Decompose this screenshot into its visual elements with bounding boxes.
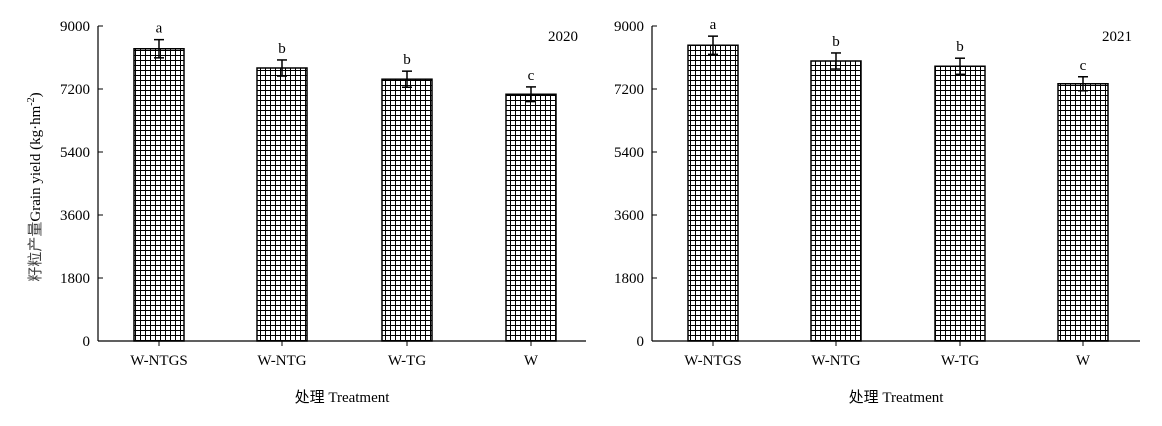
y-tick-label: 9000 bbox=[60, 19, 90, 35]
x-tick-label: W bbox=[1076, 353, 1091, 369]
y-tick-label: 3600 bbox=[60, 208, 90, 224]
y-tick-label: 0 bbox=[83, 334, 91, 350]
y-axis-label-sup: -2 bbox=[26, 97, 37, 105]
significance-label: a bbox=[710, 17, 717, 33]
y-axis-label-cn: 籽粒产量 bbox=[27, 222, 44, 282]
significance-label: b bbox=[403, 52, 411, 68]
y-axis-label-en: Grain yield (kg·hm bbox=[28, 105, 44, 221]
y-tick-label: 1800 bbox=[614, 271, 644, 287]
bar bbox=[381, 78, 433, 342]
chart-panel-2021: 0 1800 3600 5400 7200 9000 a W-NTGS b W-NTG b W-TG c… bbox=[614, 17, 1140, 406]
significance-label: c bbox=[528, 68, 535, 84]
y-tick-label: 9000 bbox=[614, 19, 644, 35]
bar bbox=[687, 44, 739, 342]
x-tick-label: W-TG bbox=[941, 353, 979, 369]
y-tick-label: 5400 bbox=[614, 145, 644, 161]
bar bbox=[505, 93, 557, 342]
y-tick-label: 7200 bbox=[614, 82, 644, 98]
y-tick-label: 1800 bbox=[60, 271, 90, 287]
panel-year-label: 2020 bbox=[548, 29, 578, 45]
panel-year-label: 2021 bbox=[1102, 29, 1132, 45]
y-tick-label: 0 bbox=[637, 334, 645, 350]
bar bbox=[256, 67, 308, 342]
x-tick-label: W-NTGS bbox=[684, 353, 742, 369]
bar bbox=[1057, 83, 1109, 342]
x-tick-label: W-NTG bbox=[257, 353, 306, 369]
y-tick-label: 7200 bbox=[60, 82, 90, 98]
y-tick-label: 3600 bbox=[614, 208, 644, 224]
y-axis-label: 籽粒产量Grain yield (kg·hm-2) bbox=[26, 92, 44, 281]
bar bbox=[133, 48, 185, 342]
x-axis-label: 处理 Treatment bbox=[849, 389, 945, 406]
y-axis-label-end: ) bbox=[28, 92, 44, 97]
y-tick-label: 5400 bbox=[60, 145, 90, 161]
significance-label: b bbox=[956, 39, 964, 55]
x-tick-label: W-NTGS bbox=[130, 353, 188, 369]
x-tick-label: W-NTG bbox=[811, 353, 860, 369]
bar bbox=[934, 65, 986, 342]
significance-label: b bbox=[278, 41, 286, 57]
bar bbox=[810, 60, 862, 342]
significance-label: a bbox=[156, 21, 163, 37]
x-tick-label: W-TG bbox=[388, 353, 426, 369]
chart-panel-2020: 0 1800 3600 5400 7200 9000 a W-NTGS b W-NTG b W-TG c… bbox=[60, 19, 586, 406]
significance-label: c bbox=[1080, 58, 1087, 74]
significance-label: b bbox=[832, 34, 840, 50]
x-axis-label: 处理 Treatment bbox=[295, 389, 391, 406]
x-tick-label: W bbox=[524, 353, 539, 369]
